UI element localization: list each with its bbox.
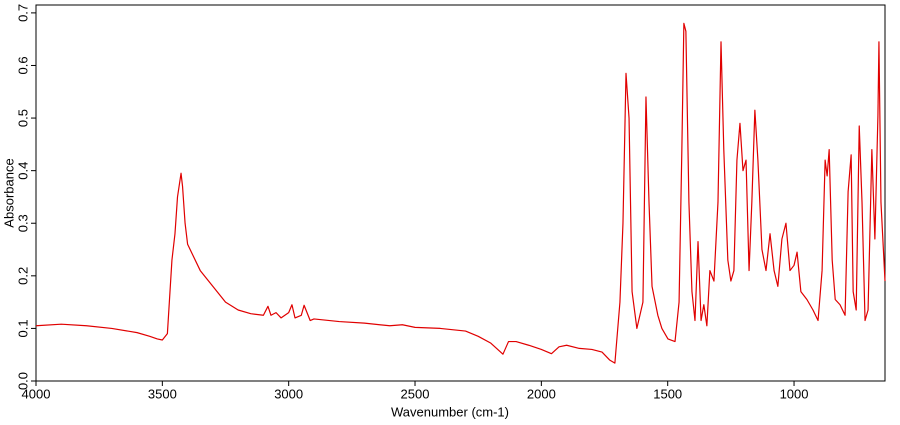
x-tick-label: 2500 (401, 386, 430, 401)
y-tick-label: 0.6 (15, 56, 30, 74)
y-tick-label: 0.7 (15, 4, 30, 22)
y-tick-label: 0.1 (15, 319, 30, 337)
y-tick-label: 0.5 (15, 109, 30, 127)
x-tick-label: 3000 (274, 386, 303, 401)
spectrum-line (35, 22, 886, 364)
y-tick-label: 0.2 (15, 267, 30, 285)
x-tick-label: 3500 (148, 386, 177, 401)
x-tick-label: 1500 (653, 386, 682, 401)
y-axis-title: Absorbance (1, 158, 16, 227)
plot-frame (35, 4, 886, 382)
x-tick-label: 2000 (527, 386, 556, 401)
x-tick-label: 4000 (22, 386, 51, 401)
x-tick-label: 1000 (780, 386, 809, 401)
y-tick-label: 0.0 (15, 372, 30, 390)
y-tick-label: 0.3 (15, 214, 30, 232)
x-axis-title: Wavenumber (cm-1) (391, 404, 509, 419)
y-tick-label: 0.4 (15, 162, 30, 180)
